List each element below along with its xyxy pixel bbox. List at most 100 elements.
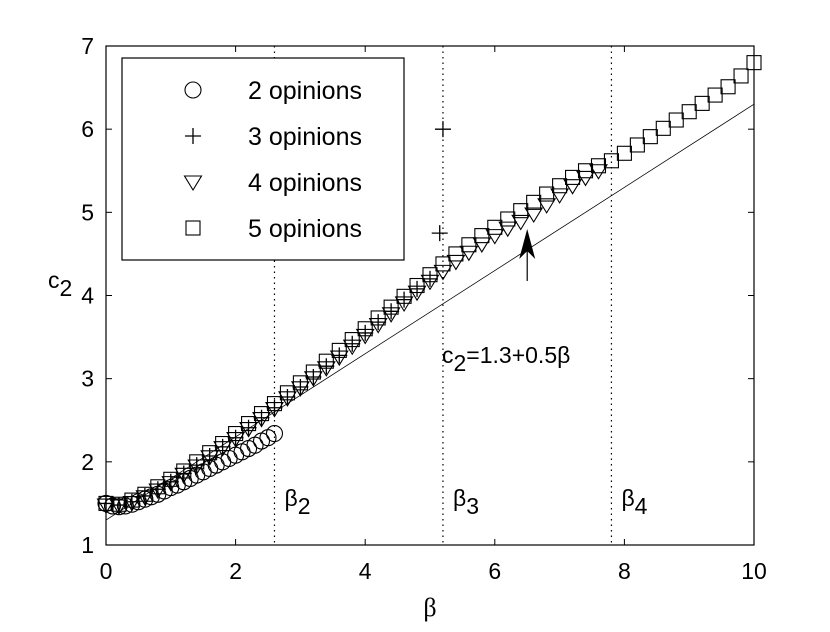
marker-square (318, 353, 334, 369)
marker-square (746, 55, 762, 71)
marker-square (694, 95, 710, 111)
marker-square (98, 495, 114, 511)
marker-square (422, 267, 438, 283)
marker-plus (370, 314, 387, 331)
marker-square (305, 364, 321, 380)
marker-plus (422, 270, 438, 287)
annotation-arrow-head (519, 228, 536, 259)
marker-triangle (183, 175, 203, 192)
marker-triangle (213, 441, 233, 457)
marker-square (163, 471, 179, 487)
marker-triangle (342, 339, 362, 356)
marker-square (370, 310, 386, 326)
marker-triangle (524, 207, 544, 224)
y-tick-label: 1 (81, 532, 94, 558)
marker-square (629, 137, 645, 153)
marker-square (241, 416, 257, 432)
marker-triangle (381, 307, 401, 323)
marker-circle (184, 81, 202, 99)
y-tick-label: 2 (81, 449, 94, 475)
marker-square (500, 211, 516, 227)
marker-square (513, 203, 529, 219)
marker-triangle (472, 237, 492, 253)
marker-triangle (576, 170, 595, 187)
marker-plus (383, 303, 400, 320)
marker-triangle (252, 412, 271, 428)
marker-square (435, 256, 451, 272)
marker-square (176, 463, 192, 479)
marker-square (266, 396, 283, 412)
marker-triangle (122, 496, 142, 512)
marker-square (111, 496, 127, 512)
marker-plus (434, 121, 451, 138)
marker-triangle (135, 490, 155, 506)
marker-square (448, 246, 464, 262)
marker-square (292, 375, 308, 391)
marker-triangle (200, 450, 220, 466)
marker-square (487, 219, 503, 235)
x-tick-label: 8 (618, 558, 631, 584)
marker-square (616, 145, 632, 161)
x-tick-label: 6 (488, 558, 501, 584)
marker-triangle (174, 467, 194, 484)
marker-square (279, 385, 295, 401)
marker-square (396, 288, 412, 304)
marker-square (720, 79, 736, 95)
marker-triangle (148, 483, 168, 500)
marker-plus (185, 128, 201, 144)
marker-square (577, 163, 594, 179)
marker-triangle (433, 264, 453, 281)
marker-square (185, 220, 201, 236)
beta-line-label: β4 (621, 485, 647, 519)
marker-triangle (459, 245, 479, 262)
marker-triangle (96, 498, 116, 515)
marker-triangle (239, 422, 259, 438)
marker-triangle (329, 350, 349, 367)
marker-square (733, 68, 749, 84)
marker-square (202, 445, 218, 461)
marker-plus (409, 280, 426, 297)
x-tick-label: 4 (359, 558, 372, 584)
marker-triangle (187, 459, 207, 476)
marker-triangle (550, 188, 570, 204)
beta-line-label: β3 (453, 485, 479, 519)
marker-square (461, 237, 477, 253)
marker-plus (357, 324, 374, 341)
marker-square (228, 426, 244, 442)
marker-triangle (161, 476, 181, 492)
marker-triangle (407, 285, 427, 302)
x-tick-label: 0 (100, 558, 113, 584)
legend-label: 3 opinions (248, 123, 362, 151)
marker-square (357, 321, 373, 337)
marker-triangle (511, 214, 531, 231)
legend-box (121, 57, 405, 261)
marker-triangle (498, 221, 518, 238)
marker-triangle (226, 431, 246, 448)
marker-triangle (109, 499, 129, 515)
marker-square (383, 299, 399, 315)
legend-label: 5 opinions (248, 215, 362, 243)
y-tick-label: 5 (81, 199, 94, 225)
marker-triangle (368, 318, 388, 334)
marker-square (189, 454, 205, 470)
marker-square (474, 228, 490, 244)
marker-triangle (485, 229, 505, 245)
marker-triangle (265, 402, 284, 418)
marker-square (124, 492, 140, 508)
marker-plus (344, 335, 361, 352)
beta-line-label: β2 (284, 485, 310, 519)
marker-circle (265, 425, 284, 443)
y-axis-label: c2 (48, 267, 72, 301)
marker-square (681, 104, 697, 120)
marker-triangle (394, 296, 414, 313)
marker-triangle (316, 361, 336, 377)
marker-square (590, 158, 607, 174)
marker-square (344, 332, 360, 348)
marker-square (253, 406, 270, 422)
marker-triangle (355, 328, 375, 345)
marker-plus (396, 291, 413, 308)
marker-square (655, 120, 671, 136)
marker-square (215, 435, 231, 452)
